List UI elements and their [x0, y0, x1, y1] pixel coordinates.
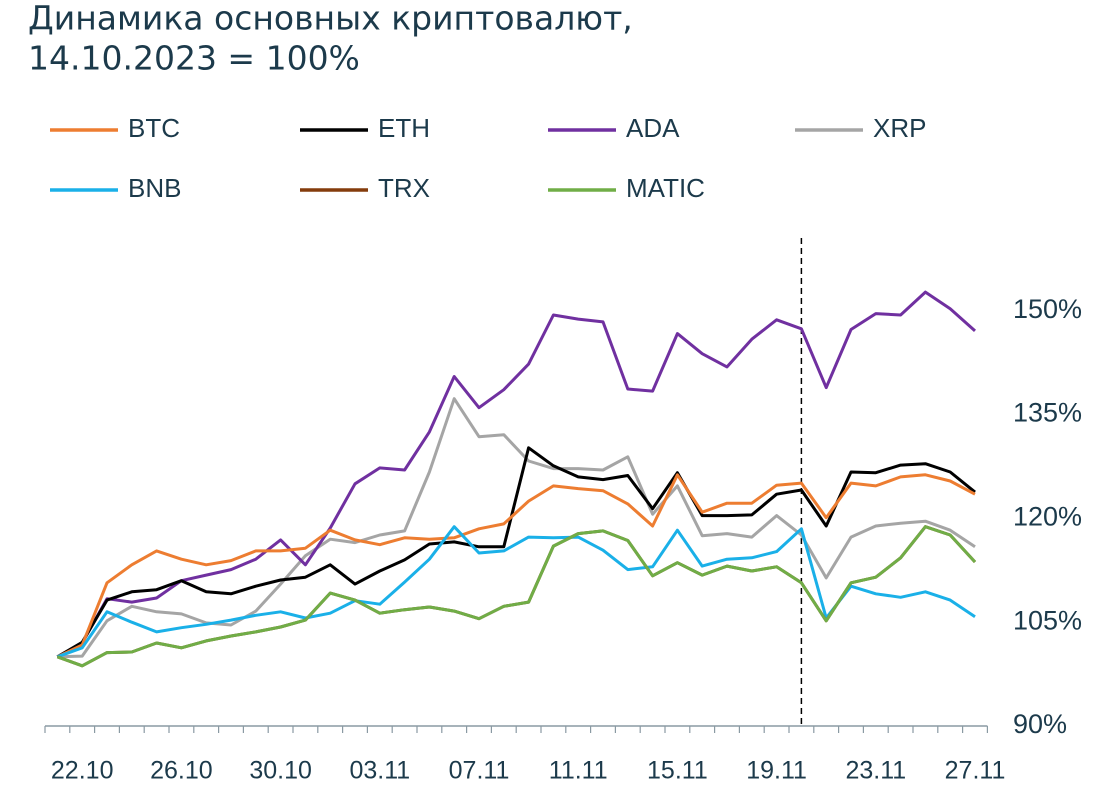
- y-tick-label: 105%: [1013, 605, 1082, 635]
- legend-label: TRX: [378, 173, 430, 203]
- chart-title: 14.10.2023 = 100%: [28, 39, 360, 78]
- legend-label: ETH: [378, 113, 430, 143]
- legend-label: MATIC: [626, 173, 705, 203]
- x-tick-label: 27.11: [945, 757, 1006, 785]
- x-tick-label: 23.11: [845, 757, 906, 785]
- x-tick-label: 07.11: [449, 757, 510, 785]
- x-tick-label: 22.10: [51, 757, 114, 785]
- x-tick-label: 11.11: [549, 757, 608, 785]
- series-line: [56, 525, 976, 659]
- legend-label: ADA: [626, 113, 680, 143]
- y-tick-label: 135%: [1013, 398, 1082, 428]
- y-tick-label: 90%: [1013, 709, 1067, 739]
- x-tick-label: 26.10: [150, 757, 213, 785]
- chart-title: Динамика основных криптовалют,: [28, 0, 633, 38]
- series-line: [56, 525, 977, 668]
- series-line: [56, 446, 976, 659]
- y-tick-label: 120%: [1013, 502, 1082, 532]
- legend-label: BNB: [128, 173, 181, 203]
- x-tick-label: 15.11: [647, 757, 708, 785]
- y-tick-label: 150%: [1013, 294, 1082, 324]
- series-line: [57, 397, 976, 659]
- x-tick-label: 19.11: [746, 757, 807, 785]
- x-tick-label: 30.10: [249, 757, 312, 785]
- x-tick-label: 03.11: [349, 757, 410, 785]
- series-line: [56, 473, 976, 659]
- legend-label: BTC: [128, 113, 180, 143]
- legend-label: XRP: [873, 113, 926, 143]
- series-line: [56, 290, 977, 659]
